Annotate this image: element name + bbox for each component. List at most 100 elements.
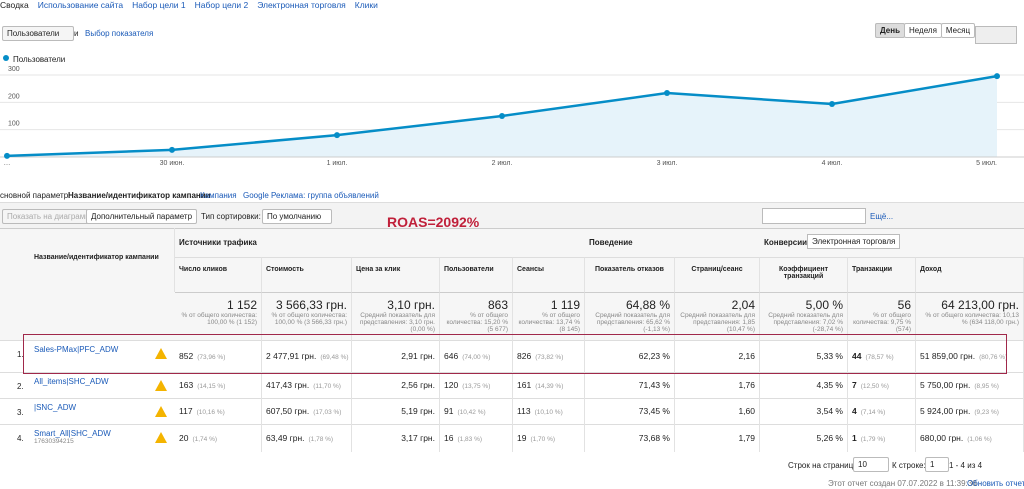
total-sub: % от общего количества: 13,74 % (8 145) bbox=[518, 312, 581, 333]
refresh[interactable]: Обновить отчет bbox=[967, 479, 1024, 488]
data-cell: 607,50 грн. (17,03 %) bbox=[262, 398, 352, 424]
cell-value: 5 750,00 грн. bbox=[920, 380, 971, 390]
data-cell: 5 924,00 грн. (9,23 %) bbox=[916, 398, 1024, 424]
period[interactable]: Месяц bbox=[940, 23, 976, 38]
data-cell: 826 (73,82 %) bbox=[513, 340, 585, 372]
cell-value: 1 bbox=[852, 433, 857, 443]
data-cell: 2,91 грн. bbox=[352, 340, 440, 372]
more[interactable]: Ещё... bbox=[870, 212, 894, 221]
x-tick-label: 30 июн. bbox=[160, 160, 185, 167]
total-sub: % от общего количества: 100,00 % (1 152) bbox=[181, 312, 257, 326]
ads-icon bbox=[155, 406, 167, 417]
cell-value: 7 bbox=[852, 380, 857, 390]
cell-pct: (69,48 %) bbox=[320, 354, 349, 361]
cell-value: 4 bbox=[852, 406, 857, 416]
cell-pct: (10,10 %) bbox=[534, 409, 563, 416]
cell-value: 5,33 % bbox=[816, 351, 843, 361]
chart-type[interactable] bbox=[975, 26, 1017, 44]
period[interactable]: День bbox=[875, 23, 905, 38]
table: Источники трафика Поведение Конверсии Элект… bbox=[0, 228, 1024, 453]
range: 1 - 4 из 4 bbox=[949, 461, 983, 470]
highlight bbox=[23, 334, 1007, 374]
data-cell: 5,19 грн. bbox=[352, 398, 440, 424]
campaign[interactable]: All_items|SHC_ADW bbox=[34, 377, 109, 386]
cell-value: 20 bbox=[179, 433, 189, 443]
x-tick-label: 5 июл. bbox=[976, 160, 997, 167]
tab[interactable]: Сводка bbox=[0, 0, 29, 10]
data-cell: 71,43 % bbox=[585, 372, 675, 398]
data-cell: 1,60 bbox=[675, 398, 760, 424]
secondary[interactable]: Дополнительный параметр bbox=[86, 209, 198, 224]
dim-active: Название/идентификатор кампании bbox=[68, 191, 211, 200]
chart: 100 200 300 … 30 июн. 1 июл. 2 июл. 3 июл. 4 июл… bbox=[0, 66, 1024, 167]
cell-value: 607,50 грн. bbox=[266, 406, 310, 416]
data-cell: 646 (74,00 %) bbox=[440, 340, 513, 372]
total-sub: Средний показатель для представления: 65… bbox=[595, 312, 670, 333]
campaign[interactable]: Smart_All|SHC_ADW bbox=[34, 429, 111, 438]
total-cell: 64 213,00 грн.% от общего количества: 10… bbox=[916, 292, 1024, 340]
tab[interactable]: Набор цели 1 bbox=[132, 0, 186, 10]
cell-value: 1,79 bbox=[738, 433, 755, 443]
tab[interactable]: Набор цели 2 bbox=[194, 0, 249, 10]
cell-pct: (7,14 %) bbox=[860, 409, 886, 416]
data-cell: 1,76 bbox=[675, 372, 760, 398]
total-sub: % от общего количества: 100,00 % (3 566,… bbox=[271, 312, 347, 326]
pick-metric[interactable]: Выбор показателя bbox=[85, 29, 154, 38]
sort[interactable]: По умолчанию bbox=[262, 209, 332, 224]
campaign[interactable]: Sales-PMax|PFC_ADW bbox=[34, 345, 119, 354]
metric-select[interactable]: Пользователи bbox=[2, 26, 74, 41]
data-cell: 5 750,00 грн. (8,95 %) bbox=[916, 372, 1024, 398]
data-cell: 3,17 грн. bbox=[352, 424, 440, 452]
cell-value: 5 924,00 грн. bbox=[920, 406, 971, 416]
rows-select[interactable]: 10 bbox=[853, 457, 889, 472]
total-sub: % от общего количества: 10,13 % (634 118… bbox=[925, 312, 1019, 326]
data-cell: 117 (10,16 %) bbox=[175, 398, 262, 424]
search[interactable] bbox=[762, 208, 866, 224]
cell-pct: (80,76 %) bbox=[979, 354, 1008, 361]
total-cell: 863% от общего количества: 15,20 % (5 67… bbox=[440, 292, 513, 340]
cell-value: 680,00 грн. bbox=[920, 433, 964, 443]
cell-value: 826 bbox=[517, 351, 532, 361]
y-tick-label: 100 bbox=[8, 121, 20, 128]
tab[interactable]: Клики bbox=[354, 0, 378, 10]
cell-value: 117 bbox=[179, 406, 193, 416]
data-cell: 19 (1,70 %) bbox=[513, 424, 585, 452]
cell-value: 63,49 грн. bbox=[266, 433, 305, 443]
total-value: 3 566,33 грн. bbox=[275, 298, 347, 312]
cell-value: 1,60 bbox=[738, 406, 755, 416]
dim-link[interactable]: Кампания bbox=[200, 191, 237, 200]
data-cell: 5,33 % bbox=[760, 340, 848, 372]
period[interactable]: Неделя bbox=[904, 23, 942, 38]
data-cell: 680,00 грн. (1,06 %) bbox=[916, 424, 1024, 452]
column-header: Страниц/сеанс bbox=[675, 257, 760, 292]
point bbox=[499, 113, 505, 119]
x-tick-label: 1 июл. bbox=[327, 160, 348, 167]
column-header: Название/идентификатор кампании bbox=[30, 228, 175, 292]
column-header: Цена за клик bbox=[352, 257, 440, 292]
x-tick-label: 4 июл. bbox=[822, 160, 843, 167]
data-cell: 73,45 % bbox=[585, 398, 675, 424]
total-cell: 2,04 Средний показатель для представления… bbox=[675, 292, 760, 340]
data-cell: 4,35 % bbox=[760, 372, 848, 398]
goto[interactable]: 1 bbox=[925, 457, 949, 472]
cell-value: 2,16 bbox=[738, 351, 755, 361]
data-cell: 4 (7,14 %) bbox=[848, 398, 916, 424]
tab[interactable]: Использование сайта bbox=[37, 0, 124, 10]
group-header: Электронная торговля bbox=[807, 234, 901, 249]
cell-value: 120 bbox=[444, 380, 459, 390]
column-header: Пользователи bbox=[440, 257, 513, 292]
point bbox=[664, 90, 670, 97]
cell-pct: (14,15 %) bbox=[197, 383, 226, 390]
tab[interactable]: Электронная торговля bbox=[257, 0, 346, 10]
x-tick-label: 2 июл. bbox=[492, 160, 513, 167]
campaign[interactable]: |SNC_ADW bbox=[34, 403, 77, 412]
x-tick-label: 3 июл. bbox=[657, 160, 678, 167]
data-cell: 2,16 bbox=[675, 340, 760, 372]
point bbox=[334, 132, 340, 139]
cell-pct: (78,57 %) bbox=[865, 354, 894, 361]
cell-value: 852 bbox=[179, 351, 194, 361]
legend-dot bbox=[3, 55, 9, 61]
dim-link[interactable]: Google Реклама: группа объявлений bbox=[243, 191, 379, 200]
cell-value: 51 859,00 грн. bbox=[920, 351, 976, 361]
